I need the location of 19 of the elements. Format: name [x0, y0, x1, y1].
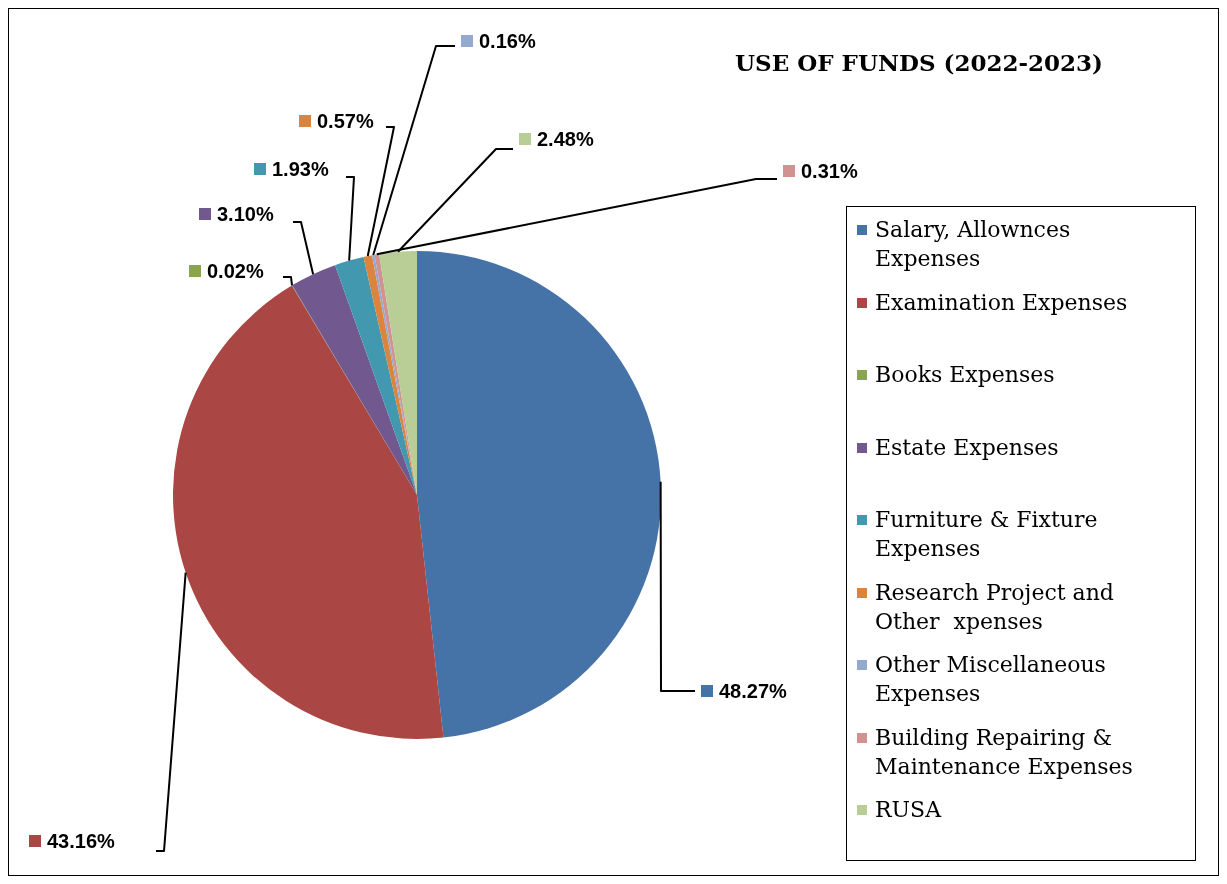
text: USE OF FUNDS (2022-2023) [735, 49, 1103, 76]
data-label: 43.16% [47, 829, 115, 853]
data-label: 0.16% [479, 29, 536, 53]
data-label: 0.02% [207, 259, 264, 283]
legend-label: Building Repairing & Maintenance Expenses [875, 723, 1134, 781]
legend-label: Books Expenses [875, 361, 1055, 389]
legend-label: Salary, Allownces Expenses [875, 216, 1072, 273]
legend-label: Estate Expenses [875, 433, 1059, 462]
data-label: 48.27% [719, 679, 787, 703]
data-label: 0.31% [801, 159, 858, 183]
legend-label: Other Miscellaneous Expenses [875, 651, 1107, 708]
data-label: 1.93% [272, 157, 329, 181]
legend-label: Furniture & Fixture Expenses [875, 506, 1099, 563]
data-label: 2.48% [537, 127, 594, 151]
legend-label: RUSA [875, 796, 942, 824]
data-label: 0.57% [317, 109, 374, 133]
legend-label: Examination Expenses [875, 288, 1128, 317]
data-label: 3.10% [217, 202, 274, 226]
legend-label: Research Project and Other xpenses [875, 578, 1115, 636]
